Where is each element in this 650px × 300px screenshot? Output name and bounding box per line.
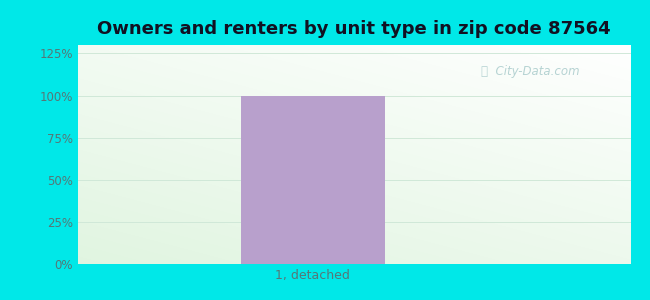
Title: Owners and renters by unit type in zip code 87564: Owners and renters by unit type in zip c… bbox=[98, 20, 611, 38]
Text: ⓘ  City-Data.com: ⓘ City-Data.com bbox=[481, 65, 580, 78]
Bar bbox=[241, 95, 385, 264]
